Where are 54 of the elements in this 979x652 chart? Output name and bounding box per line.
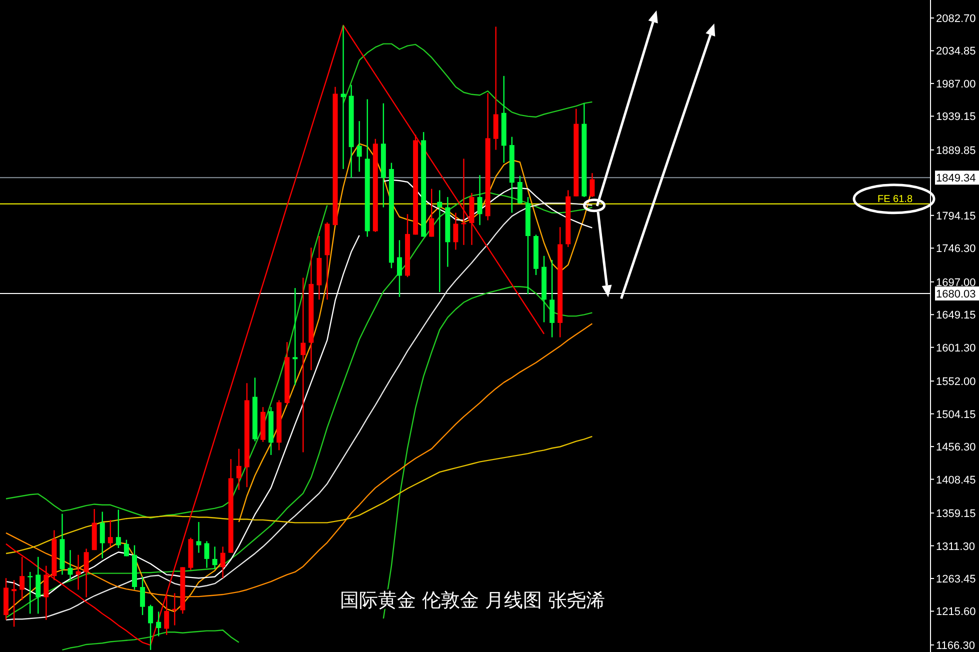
candlestick	[12, 580, 17, 628]
ref-line-label: 1849.34	[936, 172, 976, 185]
candlestick	[116, 509, 121, 549]
candlestick	[300, 277, 306, 453]
candlestick	[212, 546, 218, 570]
ytick: 1697.00	[936, 276, 976, 289]
candlestick	[550, 259, 555, 338]
candlestick	[100, 511, 105, 559]
ref-line-label: FE 61.8	[877, 194, 913, 205]
ytick: 2034.85	[936, 46, 976, 58]
candlestick	[140, 576, 146, 616]
candlestick	[20, 556, 25, 601]
ytick: 1311.30	[936, 540, 975, 553]
candlestick	[156, 611, 162, 637]
candlestick	[396, 240, 402, 298]
ytick: 1215.60	[936, 606, 976, 618]
candlestick	[196, 521, 202, 554]
candlestick	[172, 592, 178, 626]
candlestick	[356, 120, 362, 172]
candlestick	[292, 287, 298, 386]
candlestick	[28, 571, 33, 614]
ytick: 1601.30	[936, 342, 976, 354]
candlestick	[429, 188, 434, 238]
ytick: 1794.15	[936, 210, 976, 222]
ytick: 1889.85	[936, 144, 976, 157]
candlestick	[164, 595, 170, 636]
candlestick	[437, 190, 442, 293]
candlestick	[44, 565, 49, 620]
ytick: 1987.00	[936, 78, 976, 90]
candlestick	[236, 448, 242, 490]
ytick: 1166.30	[936, 640, 975, 652]
candlestick	[124, 539, 129, 557]
candlestick	[453, 212, 458, 250]
candlestick	[220, 546, 226, 579]
candlestick	[148, 604, 154, 651]
candlestick	[36, 556, 41, 614]
ytick: 1649.15	[936, 310, 976, 322]
ytick: 2082.70	[936, 13, 976, 25]
ytick: 1746.30	[936, 243, 976, 256]
ytick: 1359.15	[936, 508, 976, 520]
candlestick	[590, 172, 595, 198]
ytick: 1408.45	[936, 474, 976, 486]
candlestick	[517, 175, 522, 204]
candlestick	[108, 519, 113, 548]
ytick: 1504.15	[936, 408, 976, 421]
ytick: 1552.00	[936, 376, 976, 388]
ytick: 1939.15	[936, 111, 976, 124]
ref-line-label: 1680.03	[936, 288, 976, 300]
candlestick	[204, 540, 210, 568]
ytick: 1263.45	[936, 573, 976, 586]
candlestick	[477, 174, 482, 226]
ytick: 1456.30	[936, 442, 976, 454]
candlestick	[84, 548, 89, 598]
candlestick	[340, 24, 346, 170]
